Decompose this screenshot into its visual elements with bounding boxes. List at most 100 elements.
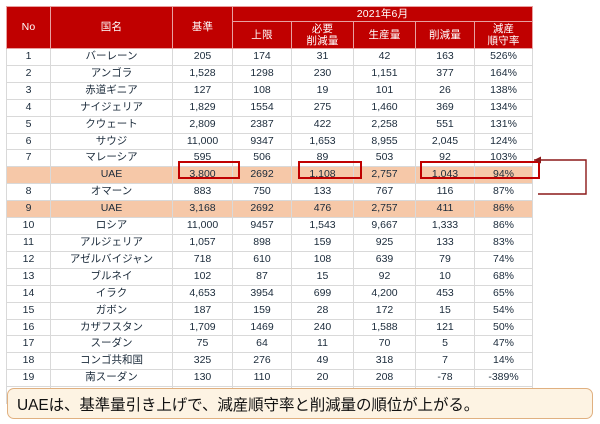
cell-cut: 369 xyxy=(415,98,475,117)
cell-country: ガボン xyxy=(50,301,173,320)
cell-baseline: 11,000 xyxy=(172,132,233,151)
cell-production: 172 xyxy=(353,301,416,320)
cell-need-cut: 20 xyxy=(291,369,354,388)
cell-production: 2,757 xyxy=(353,166,416,185)
cell-compliance: 86% xyxy=(473,217,534,235)
cell-production: 318 xyxy=(353,352,416,371)
cell-no: 18 xyxy=(6,352,51,371)
cell-need-cut: 19 xyxy=(291,81,354,100)
cell-no: 3 xyxy=(6,81,51,100)
cell-production: 1,460 xyxy=(353,98,416,117)
cell-cut: -78 xyxy=(415,369,475,388)
cell-cap: 110 xyxy=(232,369,292,388)
table-header-row-2: 上限 必要 削減量 生産量 削減量 減産 順守率 xyxy=(7,21,534,49)
cell-cut: 7 xyxy=(415,352,475,371)
cell-country: 南スーダン xyxy=(50,369,173,388)
cell-cap: 1554 xyxy=(232,98,292,117)
cell-cap: 9457 xyxy=(232,217,292,235)
cell-baseline: 2,809 xyxy=(172,115,233,134)
table-row: 19 南スーダン 130 110 20 208 -78 -389% xyxy=(6,369,534,388)
opec-compliance-table-container: No 国名 基準 2021年6月 上限 必要 削減量 生産量 削減量 減産 順守率 … xyxy=(6,6,540,405)
table-row: 15 ガボン 187 159 28 172 15 54% xyxy=(6,301,534,320)
cell-baseline: 3,800 xyxy=(172,166,233,185)
cell-baseline: 595 xyxy=(172,149,233,168)
cell-production: 101 xyxy=(353,81,416,100)
cell-country: オマーン xyxy=(50,183,173,202)
cell-cut: 26 xyxy=(415,81,475,100)
cell-need-cut: 28 xyxy=(291,301,354,320)
table-row: 14 イラク 4,653 3954 699 4,200 453 65% xyxy=(6,284,534,303)
table-row: 17 スーダン 75 64 11 70 5 47% xyxy=(6,335,534,354)
table-row: 10 ロシア 11,000 9457 1,543 9,667 1,333 86% xyxy=(6,217,534,235)
cell-cut: 15 xyxy=(415,301,475,320)
cell-cap: 174 xyxy=(232,48,292,66)
cell-cap: 1298 xyxy=(232,64,292,83)
cell-compliance: 138% xyxy=(473,81,534,100)
cell-baseline: 11,000 xyxy=(172,217,233,235)
table-row: 16 カザフスタン 1,709 1469 240 1,588 121 50% xyxy=(6,318,534,337)
cell-country: スーダン xyxy=(50,335,173,354)
cell-need-cut: 11 xyxy=(291,335,354,354)
cell-cut: 116 xyxy=(415,183,475,202)
cell-compliance: 47% xyxy=(473,335,534,354)
table-row: 4 ナイジェリア 1,829 1554 275 1,460 369 134% xyxy=(6,98,534,117)
cell-cut: 5 xyxy=(415,335,475,354)
cell-baseline: 205 xyxy=(172,48,233,66)
column-header-cap: 上限 xyxy=(232,21,292,49)
cell-need-cut: 230 xyxy=(291,64,354,83)
cell-need-cut: 89 xyxy=(291,149,354,168)
cell-cap: 108 xyxy=(232,81,292,100)
cell-need-cut: 31 xyxy=(291,48,354,66)
cell-no: 9 xyxy=(6,200,51,219)
cell-compliance: 526% xyxy=(473,48,534,66)
cell-baseline: 1,829 xyxy=(172,98,233,117)
table-row: 7 マレーシア 595 506 89 503 92 103% xyxy=(6,149,534,168)
column-header-need-cut-line1: 必要 xyxy=(311,22,334,35)
table-row: 8 オマーン 883 750 133 767 116 87% xyxy=(6,183,534,202)
cell-need-cut: 15 xyxy=(291,267,354,286)
cell-no: 2 xyxy=(6,64,51,83)
table-row: 11 アルジェリア 1,057 898 159 925 133 83% xyxy=(6,233,534,252)
cell-country: ロシア xyxy=(50,217,173,235)
cell-cut: 10 xyxy=(415,267,475,286)
cell-baseline: 718 xyxy=(172,250,233,269)
cell-cap: 2692 xyxy=(232,200,292,219)
cell-cap: 610 xyxy=(232,250,292,269)
table-row: 18 コンゴ共和国 325 276 49 318 7 14% xyxy=(6,352,534,371)
cell-production: 2,757 xyxy=(353,200,416,219)
cell-country: アンゴラ xyxy=(50,64,173,83)
cell-compliance: 87% xyxy=(473,183,534,202)
cell-cap: 2692 xyxy=(232,166,292,185)
cell-production: 925 xyxy=(353,233,416,252)
column-header-compliance-line2: 順守率 xyxy=(487,35,520,47)
cell-no: 5 xyxy=(6,115,51,134)
cell-cut: 2,045 xyxy=(415,132,475,151)
cell-production: 70 xyxy=(353,335,416,354)
cell-baseline: 1,057 xyxy=(172,233,233,252)
column-header-country: 国名 xyxy=(50,6,173,49)
cell-no: 13 xyxy=(6,267,51,286)
column-header-need-cut: 必要 削減量 xyxy=(291,21,354,49)
table-row: UAE 3,800 2692 1,108 2,757 1,043 94% xyxy=(6,166,534,185)
cell-cap: 276 xyxy=(232,352,292,371)
cell-production: 503 xyxy=(353,149,416,168)
cell-cap: 2387 xyxy=(232,115,292,134)
cell-baseline: 127 xyxy=(172,81,233,100)
table-row: 5 クウェート 2,809 2387 422 2,258 551 131% xyxy=(6,115,534,134)
cell-baseline: 1,709 xyxy=(172,318,233,337)
cell-baseline: 325 xyxy=(172,352,233,371)
callout-arrow-icon xyxy=(534,156,587,195)
table-row: 6 サウジ 11,000 9347 1,653 8,955 2,045 124% xyxy=(6,132,534,151)
cell-need-cut: 240 xyxy=(291,318,354,337)
cell-no xyxy=(6,166,51,185)
cell-no: 4 xyxy=(6,98,51,117)
cell-baseline: 130 xyxy=(172,369,233,388)
cell-no: 11 xyxy=(6,233,51,252)
cell-need-cut: 108 xyxy=(291,250,354,269)
cell-production: 9,667 xyxy=(353,217,416,235)
cell-compliance: 86% xyxy=(473,200,534,219)
cell-baseline: 3,168 xyxy=(172,200,233,219)
cell-country: クウェート xyxy=(50,115,173,134)
cell-cut: 163 xyxy=(415,48,475,66)
